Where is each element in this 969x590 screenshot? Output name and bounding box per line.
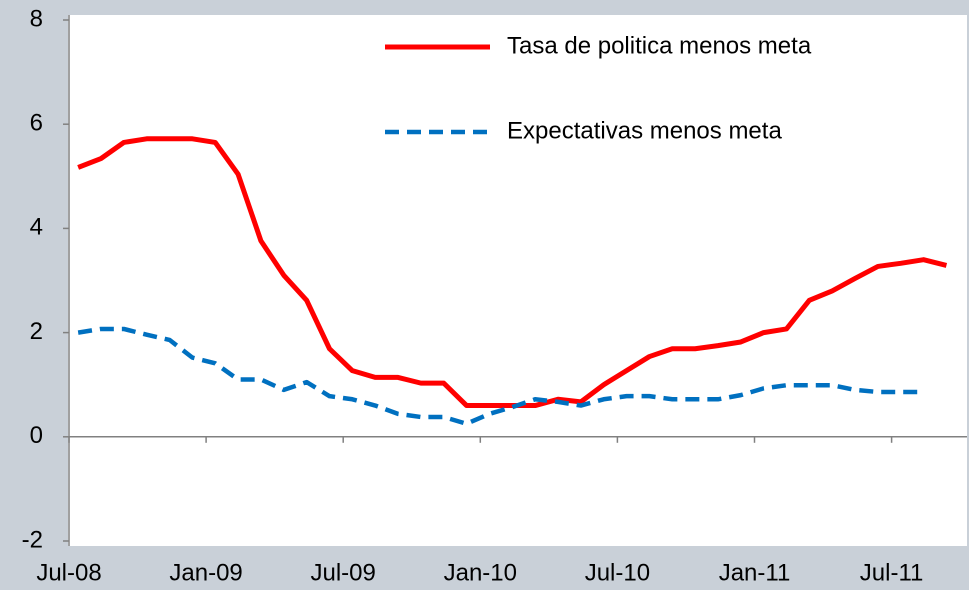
y-tick-label: 6 [30, 110, 43, 137]
x-tick-label: Jan-11 [719, 559, 791, 586]
y-tick-label: 8 [30, 5, 43, 32]
x-tick-label: Jul-10 [585, 559, 650, 586]
x-tick-label: Jan-09 [169, 559, 242, 586]
legend-label: Tasa de politica menos meta [507, 32, 812, 59]
y-tick-label: 2 [30, 318, 43, 345]
plot-area [68, 15, 967, 546]
y-tick-label: -2 [22, 526, 43, 553]
legend-label: Expectativas menos meta [507, 117, 782, 144]
x-tick-label: Jul-08 [36, 559, 101, 586]
x-tick-label: Jul-11 [860, 559, 924, 586]
x-tick-label: Jan-10 [444, 559, 517, 586]
y-tick-label: 4 [30, 214, 43, 241]
series-line [77, 326, 924, 427]
y-tick-label: 0 [30, 422, 43, 449]
x-tick-label: Jul-09 [311, 559, 376, 586]
